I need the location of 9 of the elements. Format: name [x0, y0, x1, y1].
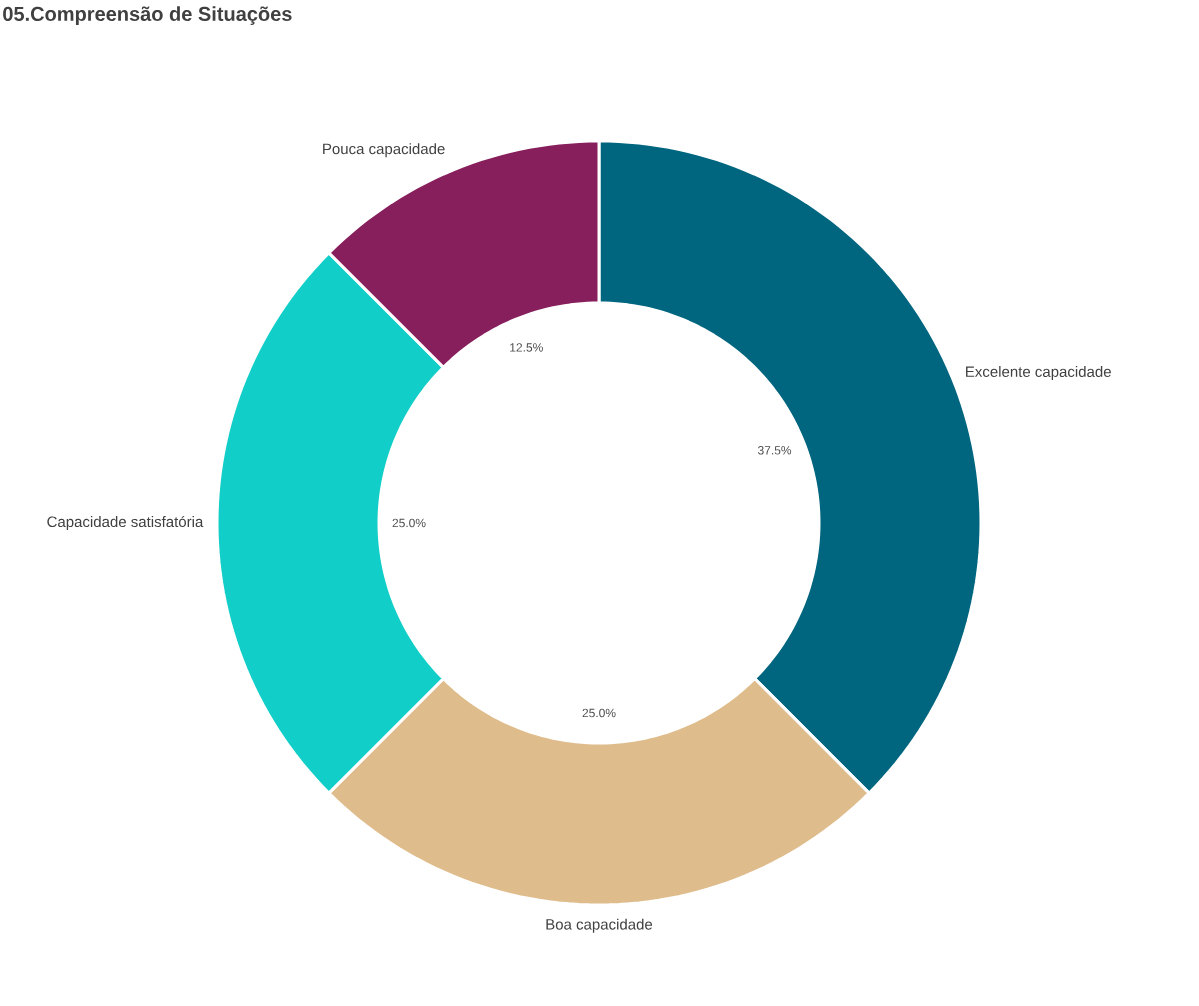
data-label: 12.5%: [510, 343, 543, 352]
slice-label: Excelente capacidade: [966, 365, 1111, 380]
chart-title: 05.Compreensão de Situações: [3, 6, 292, 25]
data-label: 37.5%: [757, 446, 792, 455]
data-label: 25.0%: [582, 708, 616, 718]
data-label: 25.0%: [392, 518, 426, 528]
slice-label: Pouca capacidade: [323, 143, 445, 158]
slice-label: Capacidade satisfatória: [47, 515, 204, 531]
slice-label: Boa capacidade: [546, 918, 653, 933]
